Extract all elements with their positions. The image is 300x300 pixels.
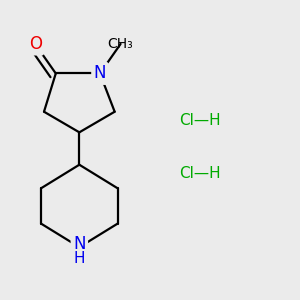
Text: Cl—H: Cl—H: [179, 113, 221, 128]
Text: H: H: [74, 251, 85, 266]
Text: Cl—H: Cl—H: [179, 166, 221, 181]
Text: N: N: [94, 64, 106, 82]
Text: O: O: [29, 35, 42, 53]
Text: N: N: [73, 235, 86, 253]
Text: CH₃: CH₃: [108, 37, 134, 51]
